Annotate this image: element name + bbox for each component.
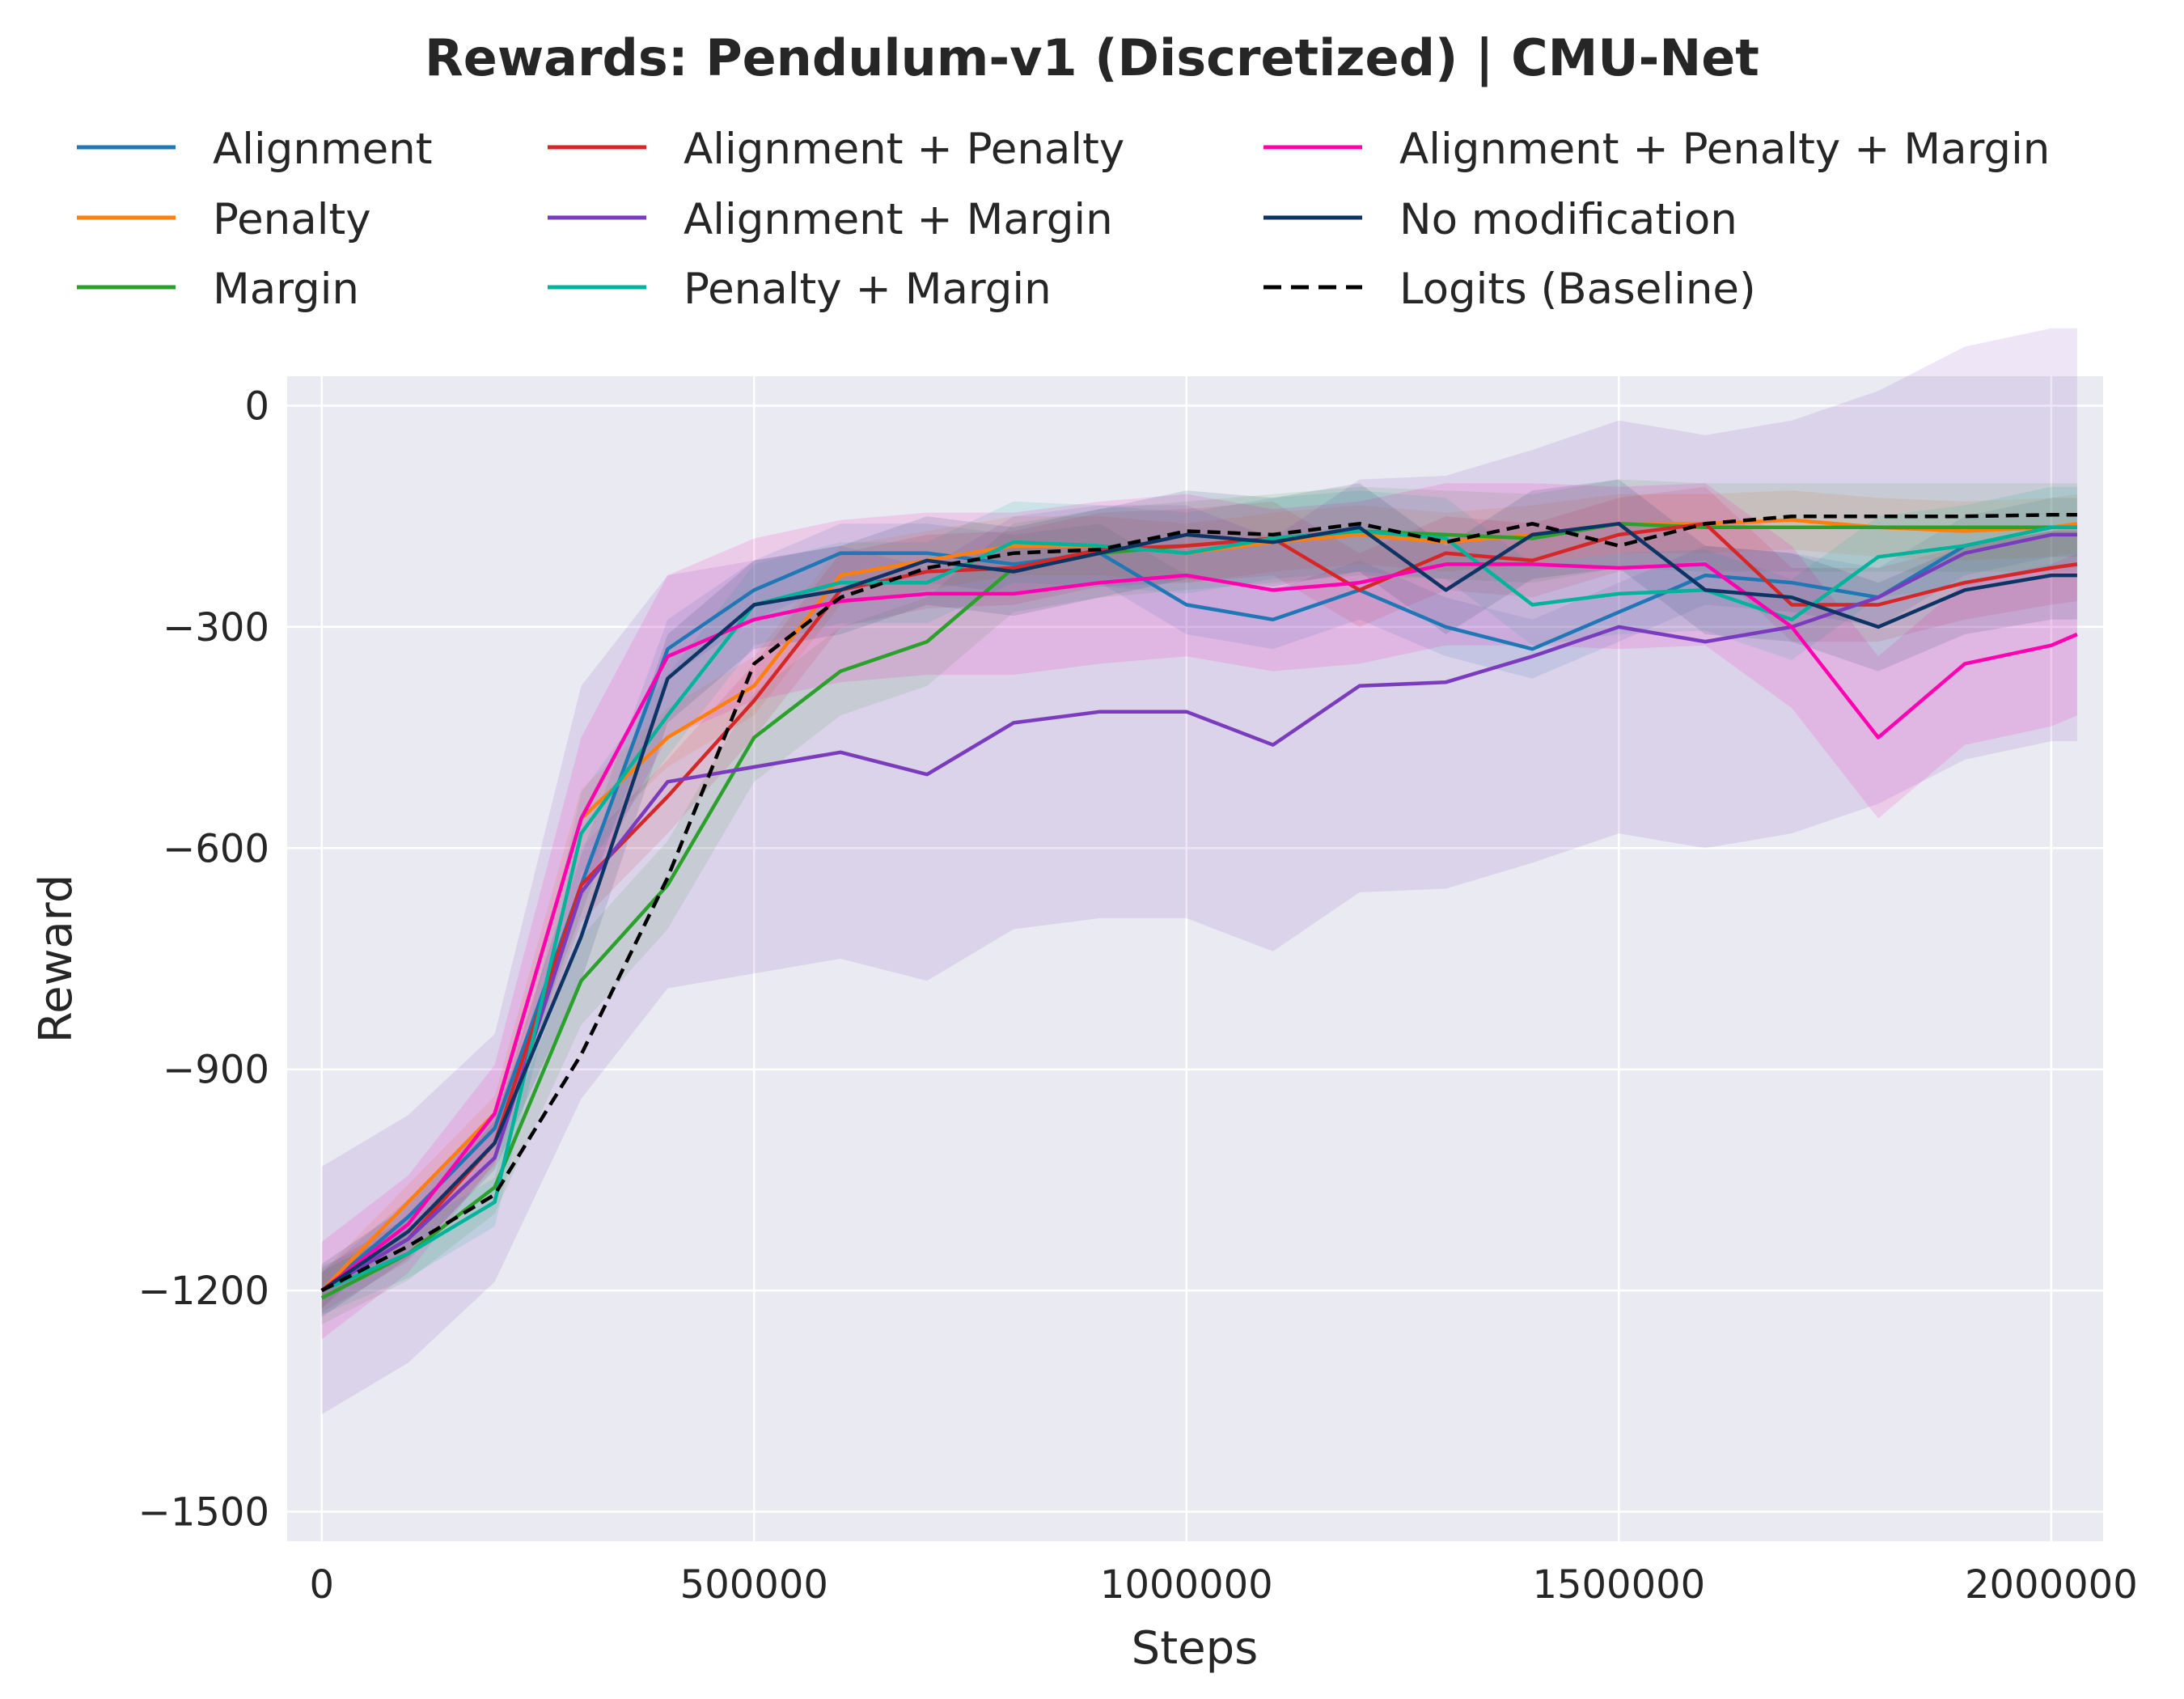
grid <box>287 376 2103 1541</box>
alignment-penalty-margin-band <box>321 483 2077 1340</box>
penalty-margin-legend-label: Penalty + Margin <box>684 265 1052 314</box>
alignment-penalty-margin-legend-label: Alignment + Penalty + Margin <box>1399 125 2050 174</box>
margin-legend-label: Margin <box>213 265 359 314</box>
series-lines <box>320 513 2078 1300</box>
legend: Alignment Penalty Margin Alignment + Penalt… <box>77 125 2050 314</box>
x-tick-label: 1000000 <box>1100 1562 1273 1608</box>
chart-title: Rewards: Pendulum-v1 (Discretized) | CMU… <box>425 28 1759 88</box>
alignment-legend-label: Alignment <box>213 125 433 174</box>
no-modification-legend-label: No modification <box>1399 195 1737 244</box>
y-axis-label: Reward <box>30 875 83 1044</box>
penalty-margin-line <box>320 525 2077 1293</box>
penalty-line <box>320 518 2078 1292</box>
penalty-legend-label: Penalty <box>213 195 371 244</box>
y-tick-label: −900 <box>163 1048 269 1093</box>
alignment-margin-legend-label: Alignment + Margin <box>684 195 1113 244</box>
y-tick-label: −1200 <box>138 1269 269 1314</box>
plot-area <box>287 376 2103 1541</box>
alignment-penalty-legend-label: Alignment + Penalty <box>684 125 1124 174</box>
y-tick-label: −300 <box>163 605 269 650</box>
no-modification-line <box>320 522 2077 1292</box>
x-tick-label: 2000000 <box>1965 1562 2138 1608</box>
x-tick-label: 0 <box>309 1562 334 1608</box>
alignment-penalty-margin-line <box>320 562 2078 1292</box>
y-axis-ticks: 0 −300 −600 −900 −1200 −1500 <box>138 383 269 1535</box>
alignment-margin-band <box>321 328 2077 1415</box>
x-axis-ticks: 0 500000 1000000 1500000 2000000 <box>309 1562 2137 1608</box>
x-tick-label: 500000 <box>680 1562 828 1608</box>
logits-baseline-line <box>320 513 2077 1293</box>
penalty-margin-band <box>321 486 2077 1316</box>
alignment-penalty-line <box>320 522 2078 1293</box>
alignment-band <box>321 498 2077 1308</box>
y-tick-label: −600 <box>163 826 269 871</box>
logits-baseline-legend-label: Logits (Baseline) <box>1399 265 1756 314</box>
x-axis-label: Steps <box>1132 1622 1259 1675</box>
y-tick-label: 0 <box>244 383 269 429</box>
y-tick-label: −1500 <box>138 1490 269 1536</box>
x-tick-label: 1500000 <box>1532 1562 1705 1608</box>
